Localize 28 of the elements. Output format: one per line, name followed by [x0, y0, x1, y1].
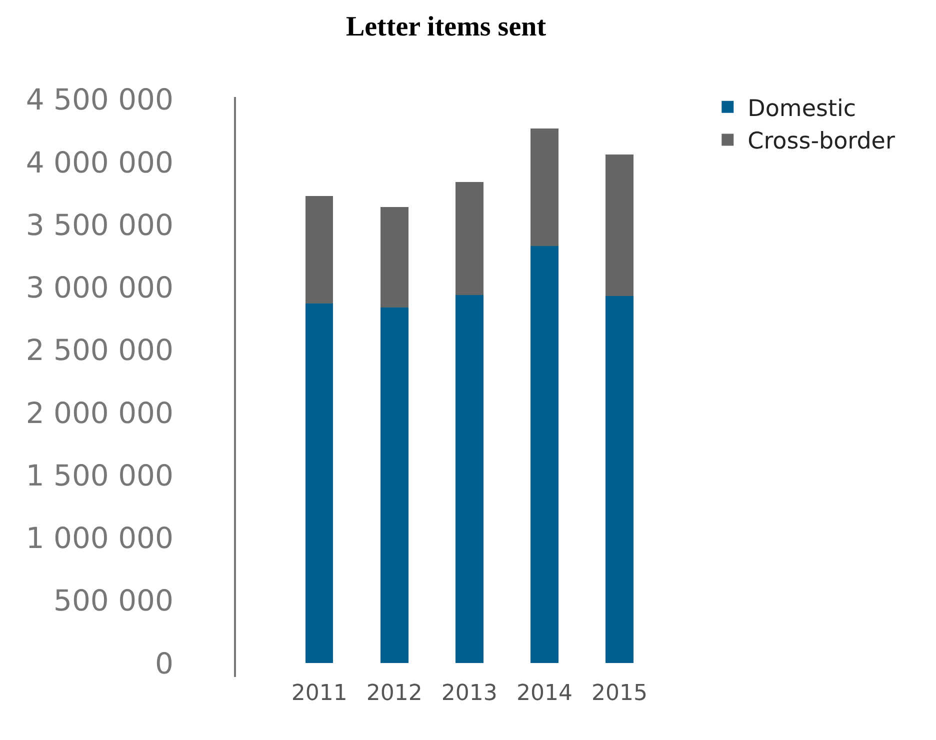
bar [606, 296, 634, 664]
bar [530, 128, 558, 246]
bar [380, 207, 408, 308]
y-tick-label: 4 000 000 [26, 145, 174, 180]
y-tick-label: 1 500 000 [26, 458, 174, 492]
y-tick-label: 1 000 000 [26, 521, 174, 556]
y-tick-label: 4 500 000 [26, 82, 174, 117]
bar [530, 246, 558, 664]
y-tick-label: 3 000 000 [26, 270, 174, 305]
x-tick-label: 2013 [441, 681, 498, 706]
y-tick-label: 500 000 [54, 584, 174, 618]
y-tick-label: 2 000 000 [26, 396, 174, 430]
chart-title: Letter items sent [346, 12, 547, 43]
legend-label: Domestic [748, 96, 856, 122]
x-tick-label: 2011 [291, 681, 348, 706]
x-tick-label: 2012 [366, 681, 422, 706]
bar [305, 196, 334, 304]
bar [606, 154, 634, 296]
bar [456, 182, 484, 295]
bar [456, 294, 484, 664]
y-tick-label: 3 500 000 [26, 208, 174, 242]
legend-label: Cross-border [748, 128, 896, 155]
y-tick-label: 2 500 000 [26, 333, 174, 368]
x-tick-label: 2015 [591, 681, 648, 706]
y-tick-label: 0 [154, 646, 174, 680]
bar [305, 304, 334, 664]
bar [380, 307, 408, 664]
x-tick-label: 2014 [516, 681, 572, 706]
